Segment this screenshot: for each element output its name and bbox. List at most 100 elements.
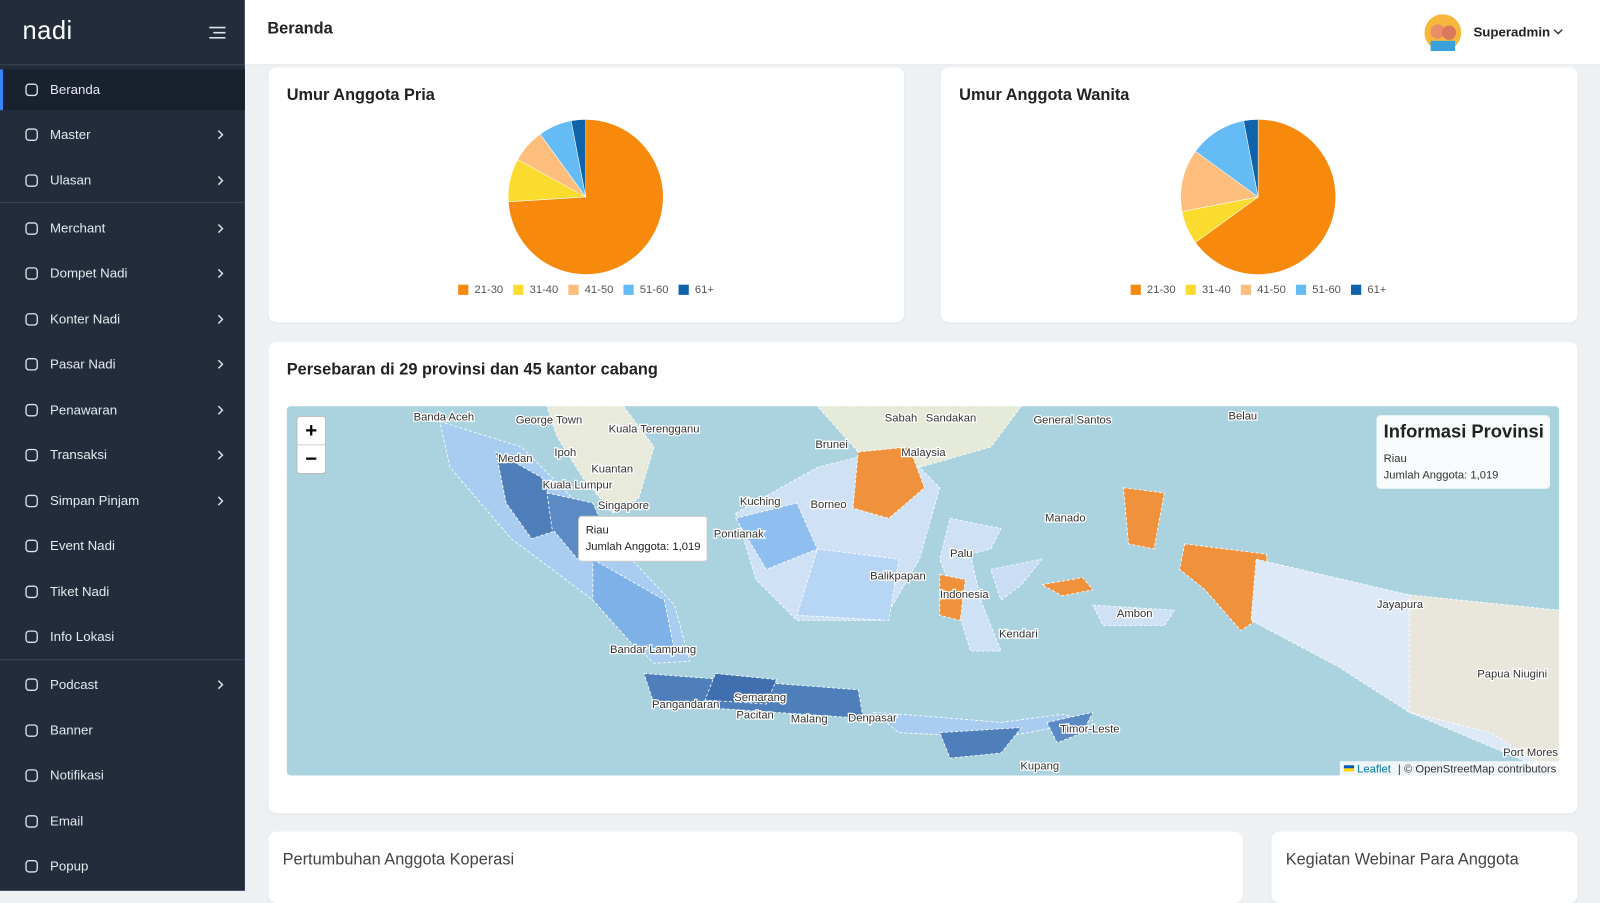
menu-item[interactable]: Ulasan — [0, 160, 245, 201]
legend-label: 41-50 — [585, 284, 614, 296]
menu-item[interactable]: Popup — [0, 846, 245, 887]
place-label: Pangandaran — [652, 699, 719, 711]
menu-icon — [25, 448, 38, 462]
menu-item[interactable]: Podcast — [0, 664, 245, 705]
icon-shape — [25, 860, 38, 873]
avatar[interactable] — [1424, 14, 1462, 52]
legend-label: 61+ — [695, 284, 714, 296]
menu-icon — [25, 83, 38, 97]
menu-icon — [25, 267, 38, 280]
legend-label: 31-40 — [530, 284, 559, 296]
menu-item[interactable]: Master — [0, 114, 245, 155]
card-title: Pertumbuhan Anggota Koperasi — [282, 851, 515, 869]
zoom-in[interactable]: + — [305, 420, 317, 442]
menu-label: Event Nadi — [49, 537, 115, 554]
chevron — [217, 314, 224, 324]
card-title: Persebaran di 29 provinsi dan 45 kantor … — [286, 361, 658, 379]
place-label: Indonesia — [940, 589, 989, 601]
user-caret[interactable] — [1553, 28, 1563, 36]
divider — [0, 202, 245, 204]
legend-label: 51-60 — [1312, 284, 1341, 296]
legend-label: 31-40 — [1202, 284, 1231, 296]
map[interactable]: Banda Aceh George Town Kuala Terengganu Med… — [286, 406, 1560, 776]
menu-icon — [25, 494, 38, 508]
legend-swatch — [568, 284, 579, 295]
menu-icon — [25, 815, 38, 828]
tooltip-province: Riau — [586, 525, 609, 537]
legend-swatch — [678, 284, 689, 295]
menu-item[interactable]: Beranda — [0, 69, 245, 111]
icon-shape — [25, 174, 38, 187]
place-label: Kendari — [999, 629, 1038, 641]
place-label: Timor-Leste — [1060, 724, 1119, 736]
attribution-box — [1339, 761, 1560, 776]
place-label: Papua Niugini — [1477, 668, 1547, 680]
menu-item[interactable]: Banner — [0, 710, 245, 751]
chevron-shape — [217, 359, 224, 369]
place-label: Ambon — [1117, 608, 1153, 620]
chevron-shape — [217, 680, 224, 690]
land — [439, 406, 1560, 776]
legend-swatch — [1351, 284, 1362, 295]
menu-icon — [25, 860, 38, 873]
menu-item[interactable]: Penawaran — [0, 390, 245, 431]
place-label: Pacitan — [736, 709, 773, 721]
menu-item[interactable]: Email — [0, 801, 245, 842]
header: Beranda Superadmin — [244, 0, 1600, 66]
menu-item[interactable]: Merchant — [0, 208, 245, 249]
legend-label: 61+ — [1367, 284, 1386, 296]
icon-shape — [25, 585, 38, 599]
menu-icon — [25, 539, 38, 553]
menu-item[interactable]: Notifikasi — [0, 755, 245, 796]
chevron — [217, 223, 224, 234]
menu-icon — [25, 769, 38, 782]
user-name[interactable]: Superadmin — [1473, 24, 1551, 40]
brand[interactable]: nadi — [22, 16, 73, 45]
chevron-shape — [217, 130, 224, 140]
menu-item[interactable]: Dompet Nadi — [0, 253, 245, 294]
icon-shape — [25, 403, 38, 417]
menu-item[interactable]: Tiket Nadi — [0, 571, 245, 612]
legend-swatch — [1240, 284, 1252, 295]
place-label: Sabah — [885, 412, 917, 424]
zoom-out[interactable]: − — [305, 449, 317, 471]
menu-item[interactable]: Simpan Pinjam — [0, 481, 245, 522]
menu-item[interactable]: Transaksi — [0, 435, 245, 476]
card-title: Kegiatan Webinar Para Anggota — [1285, 851, 1519, 869]
icon-shape — [25, 815, 38, 828]
menu-label: Dompet Nadi — [49, 265, 128, 281]
legend-swatch — [623, 284, 634, 295]
menu-icon — [25, 678, 38, 691]
menu-toggle[interactable] — [209, 26, 226, 39]
place-label: Kuala Lumpur — [543, 480, 613, 492]
menu-item[interactable]: Konter Nadi — [0, 299, 245, 340]
pie-card: Umur Anggota Pria 21-30 31-40 41-50 51-60 61… — [268, 67, 905, 323]
place-label: Kuala Terengganu — [609, 424, 700, 436]
legend-label: 21-30 — [474, 284, 503, 296]
pie-slice — [1243, 119, 1259, 197]
icon-shape — [25, 313, 38, 326]
menu-item[interactable]: Event Nadi — [0, 526, 245, 567]
menu-icon — [25, 403, 38, 417]
menu-label: Popup — [49, 858, 89, 874]
legend-swatch — [1185, 284, 1196, 295]
place-label: Kuantan — [591, 463, 633, 475]
menu-label: Tiket Nadi — [49, 583, 110, 599]
info-title: Informasi Provinsi — [1384, 420, 1544, 441]
menu-icon — [25, 313, 38, 326]
chevron — [217, 450, 224, 460]
chevron-shape — [217, 314, 224, 324]
menu-icon — [25, 174, 38, 187]
place-label: George Town — [516, 414, 583, 426]
menu-item[interactable]: Info Lokasi — [0, 616, 245, 657]
place-label: Port Mores — [1503, 747, 1558, 759]
map-card: Persebaran di 29 provinsi dan 45 kantor … — [268, 341, 1578, 814]
place-label: Borneo — [810, 499, 846, 511]
menu-label: Email — [49, 813, 84, 829]
webinar-card: Kegiatan Webinar Para Anggota — [1271, 831, 1578, 903]
menu-item[interactable]: Pasar Nadi — [0, 344, 245, 385]
card-title: Umur Anggota Wanita — [959, 86, 1130, 105]
leaflet-link[interactable]: Leaflet — [1357, 763, 1392, 775]
icon-shape — [25, 128, 38, 141]
